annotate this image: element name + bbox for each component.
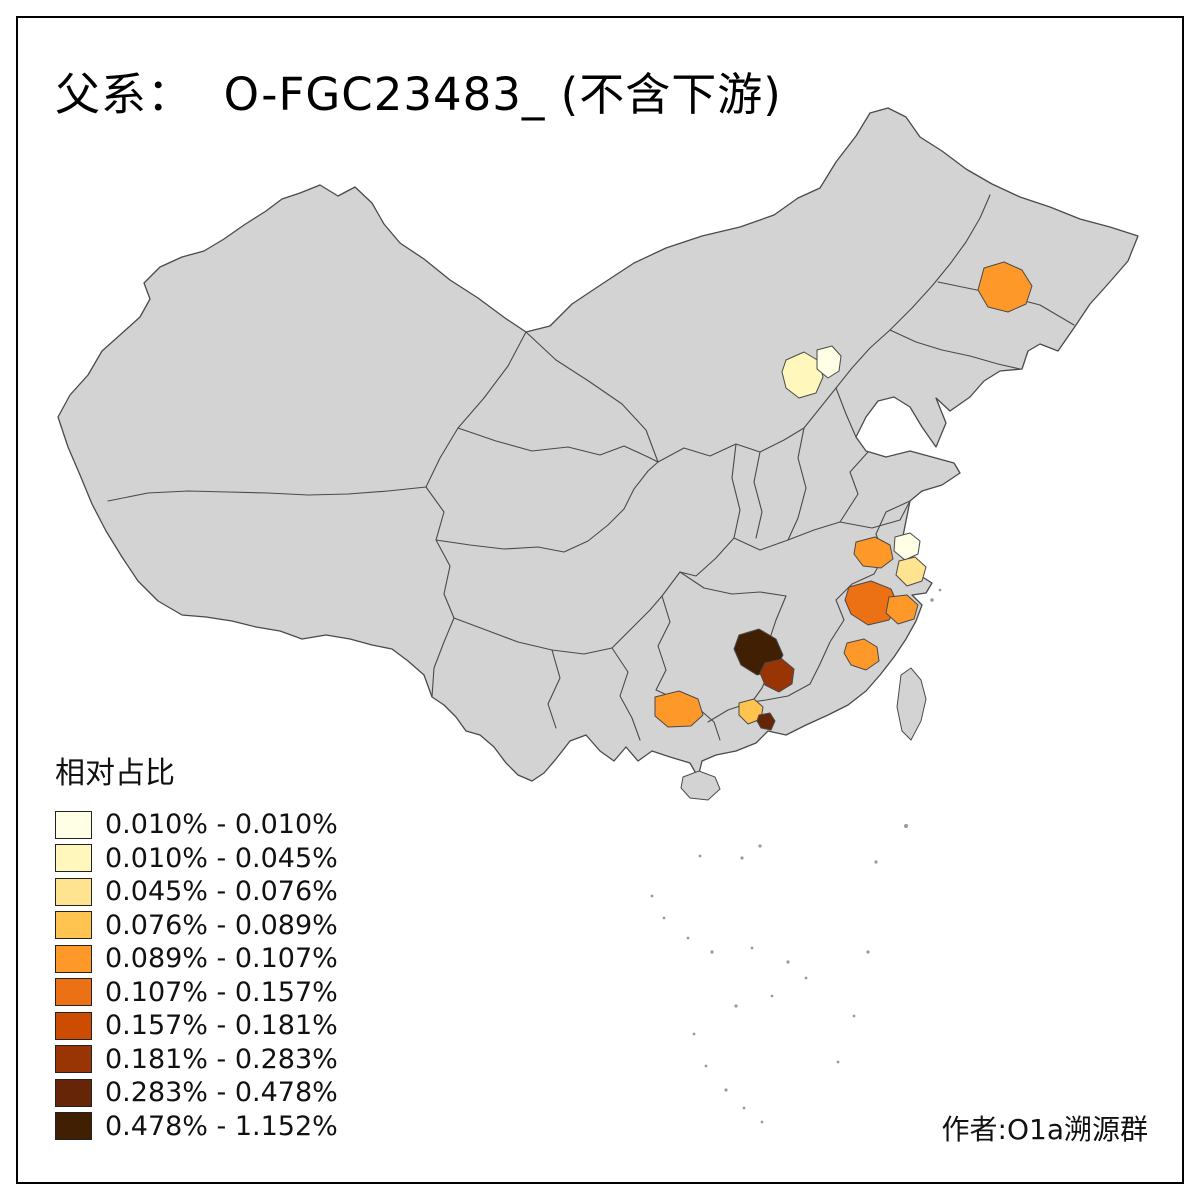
legend-swatch: [55, 810, 92, 839]
map-region-03-north-pale: [816, 345, 842, 379]
legend-label: 0.283% - 0.478%: [105, 1077, 338, 1109]
taiwan-island: [896, 667, 927, 741]
map-region-11-south-dark: [759, 658, 795, 693]
legend-row: 0.076% - 0.089%: [55, 909, 338, 943]
legend-row: 0.283% - 0.478%: [55, 1076, 338, 1110]
china-outline: [57, 107, 1139, 782]
legend-row: 0.010% - 0.010%: [55, 808, 338, 842]
legend-row: 0.478% - 1.152%: [55, 1110, 338, 1144]
legend-swatch: [55, 978, 92, 1007]
map-region-05-east-pale: [893, 532, 921, 561]
legend-row: 0.181% - 0.283%: [55, 1043, 338, 1077]
page-title: 父系： O-FGC23483_ (不含下游): [55, 68, 782, 121]
legend-label: 0.076% - 0.089%: [105, 909, 338, 941]
legend-row: 0.010% - 0.045%: [55, 842, 338, 876]
legend-row: 0.045% - 0.076%: [55, 875, 338, 909]
legend-swatch: [55, 1112, 92, 1141]
legend-label: 0.181% - 0.283%: [105, 1043, 338, 1075]
map-region-07-east-darkorange: [844, 580, 899, 626]
legend-label: 0.045% - 0.076%: [105, 876, 338, 908]
legend-label: 0.157% - 0.181%: [105, 1010, 338, 1042]
legend-row: 0.157% - 0.181%: [55, 1009, 338, 1043]
legend-label: 0.010% - 0.045%: [105, 842, 338, 874]
hainan-island: [680, 770, 721, 801]
map-region-09-southeast-coast: [843, 638, 880, 671]
author-credit: 作者:O1a溯源群: [941, 1113, 1148, 1146]
legend-row: 0.089% - 0.107%: [55, 942, 338, 976]
legend-label: 0.107% - 0.157%: [105, 976, 338, 1008]
map-region-04-east-orange: [853, 536, 894, 569]
legend-label: 0.478% - 1.152%: [105, 1110, 338, 1142]
legend-swatch: [55, 1078, 92, 1107]
legend-swatch: [55, 1045, 92, 1074]
south-china-sea-islets: [650, 588, 942, 1124]
legend: 相对占比 0.010% - 0.010% 0.010% - 0.045% 0.0…: [55, 748, 338, 1143]
map-region-08-east-coast: [885, 594, 919, 625]
legend-row: 0.107% - 0.157%: [55, 976, 338, 1010]
highlight-regions: [654, 261, 1033, 731]
legend-swatch: [55, 844, 92, 873]
legend-title: 相对占比: [55, 756, 175, 791]
map-region-06-east-yellow: [895, 556, 927, 587]
legend-swatch: [55, 944, 92, 973]
legend-swatch: [55, 911, 92, 940]
legend-swatch: [55, 877, 92, 906]
legend-label: 0.089% - 0.107%: [105, 943, 338, 975]
map-region-14-south-dark-dot: [756, 712, 776, 731]
map-region-12-southwest-orange: [654, 690, 704, 728]
map-region-01-northeast: [977, 261, 1033, 313]
legend-swatch: [55, 1011, 92, 1040]
map-region-02-north-light: [781, 351, 824, 399]
legend-label: 0.010% - 0.010%: [105, 809, 338, 841]
